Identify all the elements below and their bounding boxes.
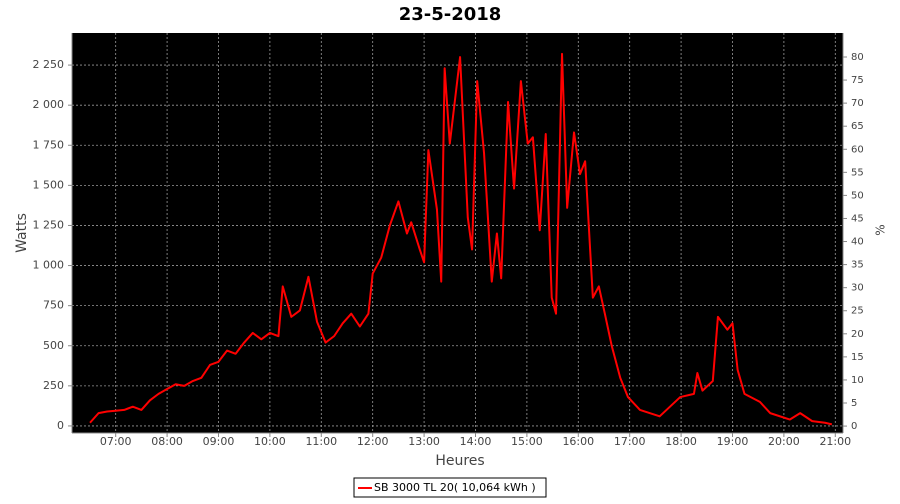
y2-tick-label: 75 bbox=[851, 75, 864, 86]
y-tick-label: 2 000 bbox=[33, 98, 65, 111]
y-axis-label: Watts bbox=[14, 213, 30, 253]
x-tick-label: 13:00 bbox=[408, 435, 440, 448]
x-tick-label: 10:00 bbox=[254, 435, 286, 448]
y2-tick-label: 5 bbox=[851, 398, 857, 409]
y2-tick-label: 15 bbox=[851, 352, 864, 363]
plot-area bbox=[72, 33, 843, 433]
x-tick-label: 08:00 bbox=[151, 435, 183, 448]
y2-tick-label: 70 bbox=[851, 98, 864, 109]
x-tick-label: 19:00 bbox=[717, 435, 749, 448]
y-tick-label: 2 250 bbox=[33, 58, 65, 71]
y2-tick-label: 35 bbox=[851, 260, 864, 271]
y-tick-label: 0 bbox=[57, 419, 64, 432]
y-tick-label: 250 bbox=[43, 379, 64, 392]
x-tick-label: 09:00 bbox=[203, 435, 235, 448]
y-tick-label: 1 500 bbox=[33, 178, 65, 191]
data-line bbox=[89, 52, 833, 426]
x-tick-label: 11:00 bbox=[305, 435, 337, 448]
y2-axis-label: % bbox=[874, 224, 888, 235]
chart-title: 23-5-2018 bbox=[399, 4, 502, 25]
y2-tick-label: 20 bbox=[851, 329, 864, 340]
x-tick-label: 14:00 bbox=[460, 435, 492, 448]
x-tick-label: 21:00 bbox=[819, 435, 851, 448]
y2-tick-label: 60 bbox=[851, 144, 864, 155]
x-tick-label: 12:00 bbox=[357, 435, 389, 448]
x-tick-label: 18:00 bbox=[665, 435, 697, 448]
y2-tick-label: 80 bbox=[851, 52, 864, 63]
y-tick-label: 1 750 bbox=[33, 138, 65, 151]
y2-tick-label: 0 bbox=[851, 421, 857, 432]
y2-tick-label: 45 bbox=[851, 213, 864, 224]
x-tick-label: 16:00 bbox=[562, 435, 594, 448]
y2-tick-label: 25 bbox=[851, 306, 864, 317]
y2-tick-label: 55 bbox=[851, 167, 864, 178]
y2-tick-label: 30 bbox=[851, 283, 864, 294]
x-tick-label: 17:00 bbox=[614, 435, 646, 448]
y2-tick-label: 40 bbox=[851, 237, 864, 248]
x-tick-label: 20:00 bbox=[768, 435, 800, 448]
y-tick-label: 1 000 bbox=[33, 259, 65, 272]
y2-tick-label: 10 bbox=[851, 375, 864, 386]
y-tick-label: 1 250 bbox=[33, 218, 65, 231]
x-tick-label: 07:00 bbox=[100, 435, 132, 448]
y-tick-label: 750 bbox=[43, 299, 64, 312]
x-axis-label: Heures bbox=[435, 453, 484, 469]
x-tick-label: 15:00 bbox=[511, 435, 543, 448]
y2-tick-label: 65 bbox=[851, 121, 864, 132]
legend-label: SB 3000 TL 20( 10,064 kWh ) bbox=[374, 481, 536, 494]
y-tick-label: 500 bbox=[43, 339, 64, 352]
legend bbox=[353, 477, 547, 498]
y2-tick-label: 50 bbox=[851, 190, 864, 201]
